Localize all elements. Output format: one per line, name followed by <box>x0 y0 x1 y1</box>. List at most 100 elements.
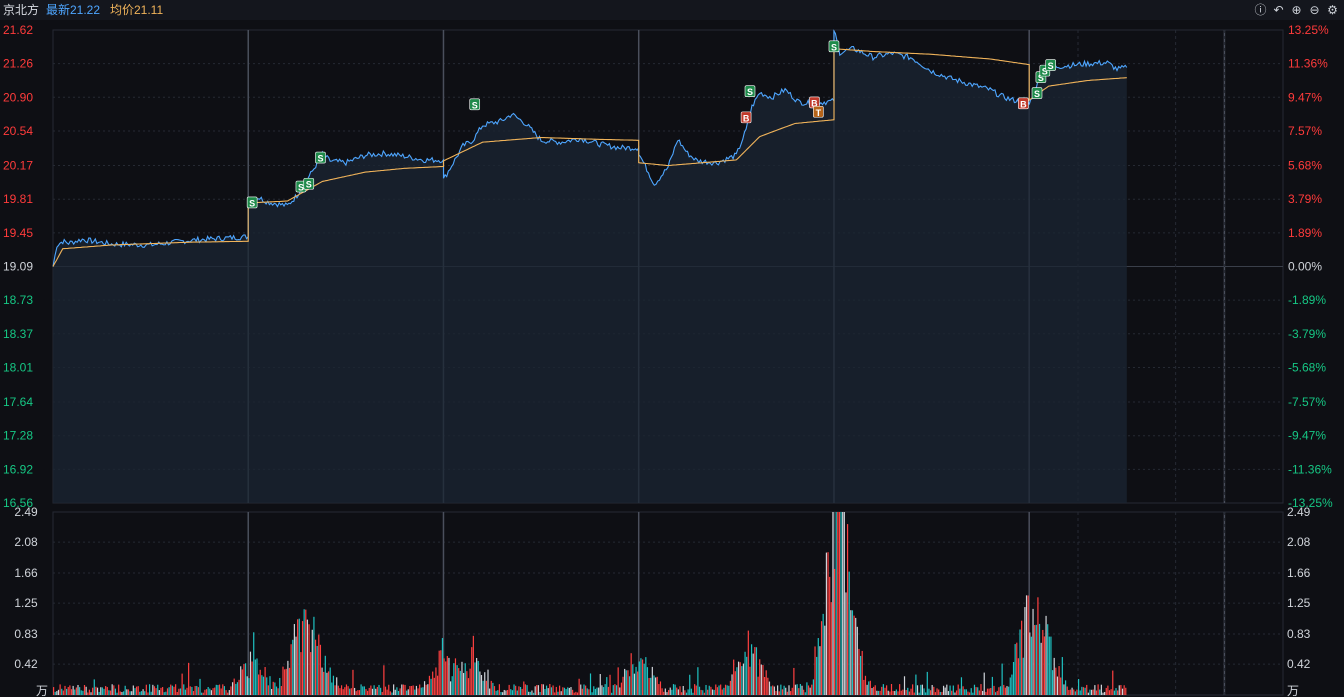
volume-bar <box>555 686 557 695</box>
volume-bar <box>537 685 540 695</box>
volume-bar <box>217 685 219 695</box>
volume-bar <box>820 621 823 695</box>
volume-bar <box>277 688 279 695</box>
volume-bar <box>290 644 292 695</box>
intraday-chart[interactable]: 21.62 13.25% 21.26 11.36% 20.90 9.47% 20.54 7.5… <box>0 20 1344 697</box>
pct-tick-label: -3.79% <box>1288 327 1326 341</box>
volume-bar <box>152 684 154 695</box>
volume-bar <box>127 689 130 695</box>
volume-bar <box>492 682 494 695</box>
volume-bar <box>596 687 598 695</box>
volume-bar <box>1076 689 1078 695</box>
gear-icon[interactable]: ⚙ <box>1327 2 1338 17</box>
volume-bar <box>1029 632 1031 695</box>
volume-bar <box>334 685 336 695</box>
volume-bar <box>295 636 297 695</box>
volume-bar <box>157 684 159 695</box>
volume-bar <box>1071 687 1073 695</box>
price-tick-label: 20.90 <box>3 90 33 104</box>
volume-bar <box>332 675 335 695</box>
volume-bar <box>1050 636 1052 695</box>
volume-bar <box>222 684 224 695</box>
info-icon[interactable]: ⓘ <box>1254 2 1267 17</box>
trade-marker-sell[interactable] <box>1045 59 1056 71</box>
volume-bar <box>1038 623 1041 695</box>
volume-bar <box>62 690 64 695</box>
zoom-in-icon[interactable]: ⊕ <box>1291 2 1302 17</box>
trade-marker-sell[interactable] <box>1031 87 1043 99</box>
volume-bar <box>791 687 793 695</box>
trade-marker-label: S <box>1042 67 1048 77</box>
volume-bar <box>908 691 910 695</box>
volume-bar <box>150 691 152 695</box>
trade-marker-sell[interactable] <box>828 40 840 53</box>
volume-bar <box>388 684 390 695</box>
volume-bar <box>282 666 284 695</box>
volume-bar <box>762 665 764 695</box>
volume-bar <box>415 685 418 695</box>
volume-bar <box>954 692 956 695</box>
pct-tick-label: 11.36% <box>1288 57 1328 71</box>
volume-tick-label-right: 2.49 <box>1287 505 1311 519</box>
volume-bar <box>781 689 784 695</box>
volume-bar <box>650 677 652 695</box>
volume-bar <box>1066 686 1068 695</box>
volume-bar <box>754 647 756 695</box>
volume-bar <box>261 675 263 695</box>
volume-bar <box>238 679 240 695</box>
volume-bar <box>56 691 58 695</box>
volume-bar <box>215 684 217 695</box>
pct-tick-label: -7.57% <box>1288 395 1326 409</box>
trade-marker-sell[interactable] <box>315 151 326 164</box>
trade-marker-buy[interactable] <box>1018 97 1029 110</box>
volume-bar <box>1060 677 1062 695</box>
volume-bar <box>580 684 582 695</box>
trade-marker-sell[interactable] <box>744 85 756 97</box>
volume-bar <box>225 690 227 695</box>
volume-bar <box>684 690 686 695</box>
volume-bar <box>393 684 395 695</box>
trade-marker-sell[interactable] <box>469 98 481 111</box>
volume-bar <box>968 692 971 695</box>
volume-bar <box>731 674 733 695</box>
undo-icon[interactable]: ↶ <box>1273 2 1284 17</box>
volume-bar <box>323 671 325 695</box>
volume-bar <box>363 686 365 695</box>
volume-bar <box>853 615 855 695</box>
trade-marker-t[interactable] <box>813 105 824 118</box>
volume-bar <box>716 687 719 695</box>
volume-bar <box>550 687 553 695</box>
volume-bar <box>843 512 845 695</box>
zoom-out-icon[interactable]: ⊖ <box>1309 2 1320 17</box>
volume-bar <box>562 687 564 695</box>
volume-bar <box>991 676 993 695</box>
volume-bar <box>934 692 937 695</box>
volume-bar <box>87 692 89 695</box>
volume-bar <box>907 687 909 695</box>
volume-bar <box>129 691 131 695</box>
volume-bar <box>401 684 403 695</box>
volume-bar <box>827 552 829 695</box>
volume-bar <box>244 663 247 695</box>
volume-bar <box>816 656 818 695</box>
volume-bar <box>710 686 712 695</box>
volume-bar <box>539 691 541 695</box>
volume-bar <box>314 639 317 695</box>
volume-bar <box>353 687 356 695</box>
trade-marker-sell[interactable] <box>303 177 315 190</box>
volume-bar <box>903 676 906 695</box>
volume-bar <box>394 689 396 695</box>
pct-tick-label: 9.47% <box>1288 90 1322 104</box>
volume-bar <box>430 678 432 695</box>
volume-bar <box>85 686 87 695</box>
trade-marker-sell[interactable] <box>246 196 258 209</box>
volume-bar <box>807 685 810 695</box>
volume-bar <box>573 692 575 695</box>
volume-bar <box>243 664 245 695</box>
volume-bar <box>982 690 984 695</box>
volume-bar <box>497 690 499 695</box>
volume-bar <box>212 688 214 695</box>
trade-marker-buy[interactable] <box>740 111 752 124</box>
volume-bar <box>1115 688 1117 695</box>
volume-bar <box>246 676 248 695</box>
